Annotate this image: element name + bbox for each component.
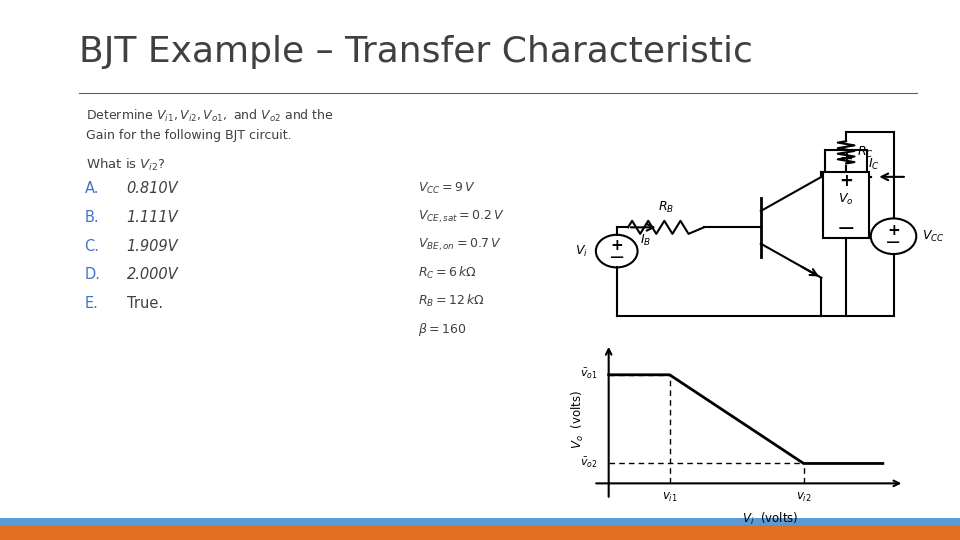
Text: $v_{i2}$: $v_{i2}$ bbox=[796, 491, 811, 504]
Text: $\bar{v}_{o1}$: $\bar{v}_{o1}$ bbox=[580, 367, 598, 381]
Text: 1.909V: 1.909V bbox=[127, 239, 179, 254]
Text: −: − bbox=[609, 248, 625, 267]
Text: A.: A. bbox=[84, 181, 99, 196]
Text: True.: True. bbox=[127, 296, 163, 311]
Text: −: − bbox=[837, 219, 855, 239]
Bar bbox=[0, 518, 960, 525]
Text: +: + bbox=[839, 150, 853, 168]
Text: $v_{i1}$: $v_{i1}$ bbox=[661, 491, 678, 504]
Text: Gain for the following BJT circuit.: Gain for the following BJT circuit. bbox=[86, 129, 292, 141]
Text: $R_B = 12\,k\Omega$: $R_B = 12\,k\Omega$ bbox=[418, 293, 484, 309]
Text: BJT Example – Transfer Characteristic: BJT Example – Transfer Characteristic bbox=[79, 35, 753, 69]
Text: $R_C$: $R_C$ bbox=[857, 145, 875, 160]
Text: $V_i$  (volts): $V_i$ (volts) bbox=[742, 510, 799, 526]
Text: $R_B$: $R_B$ bbox=[658, 200, 674, 215]
Text: +: + bbox=[887, 224, 900, 238]
Text: D.: D. bbox=[84, 267, 101, 282]
Text: E.: E. bbox=[84, 296, 98, 311]
Text: B.: B. bbox=[84, 210, 99, 225]
Text: +: + bbox=[611, 238, 623, 253]
Bar bbox=[0, 525, 960, 540]
Text: C.: C. bbox=[84, 239, 100, 254]
Text: $V_i$: $V_i$ bbox=[575, 244, 588, 259]
Text: 2.000V: 2.000V bbox=[127, 267, 179, 282]
Text: $I_C$: $I_C$ bbox=[868, 157, 879, 172]
Text: $\bar{v}_{o2}$: $\bar{v}_{o2}$ bbox=[580, 456, 598, 470]
Text: +: + bbox=[839, 172, 853, 190]
Text: 1.111V: 1.111V bbox=[127, 210, 179, 225]
Text: $R_C = 6\,k\Omega$: $R_C = 6\,k\Omega$ bbox=[418, 265, 476, 281]
Text: 0.810V: 0.810V bbox=[127, 181, 179, 196]
Text: $V_{CC}$: $V_{CC}$ bbox=[922, 229, 945, 244]
Text: What is $V_{i2}$?: What is $V_{i2}$? bbox=[86, 157, 166, 173]
Text: $\beta = 160$: $\beta = 160$ bbox=[418, 321, 466, 338]
Text: −: − bbox=[885, 233, 901, 252]
Bar bbox=[826, 150, 867, 204]
Text: Determine $V_{i1}, V_{i2}, V_{o1},$ and $V_{o2}$ and the: Determine $V_{i1}, V_{i2}, V_{o1},$ and … bbox=[86, 108, 334, 124]
Text: −: − bbox=[838, 185, 854, 204]
Text: $I_B$: $I_B$ bbox=[639, 233, 651, 248]
Text: $V_o$: $V_o$ bbox=[838, 192, 853, 207]
Text: $V_{BE,on} = 0.7\,V$: $V_{BE,on} = 0.7\,V$ bbox=[418, 237, 501, 253]
Bar bbox=[824, 172, 869, 238]
Text: $V_{CC} = 9\,V$: $V_{CC} = 9\,V$ bbox=[418, 181, 475, 196]
Text: $V_o$: $V_o$ bbox=[838, 172, 853, 187]
Text: $V_o$  (volts): $V_o$ (volts) bbox=[570, 389, 587, 449]
Text: $V_{CE,sat} = 0.2\,V$: $V_{CE,sat} = 0.2\,V$ bbox=[418, 209, 504, 225]
